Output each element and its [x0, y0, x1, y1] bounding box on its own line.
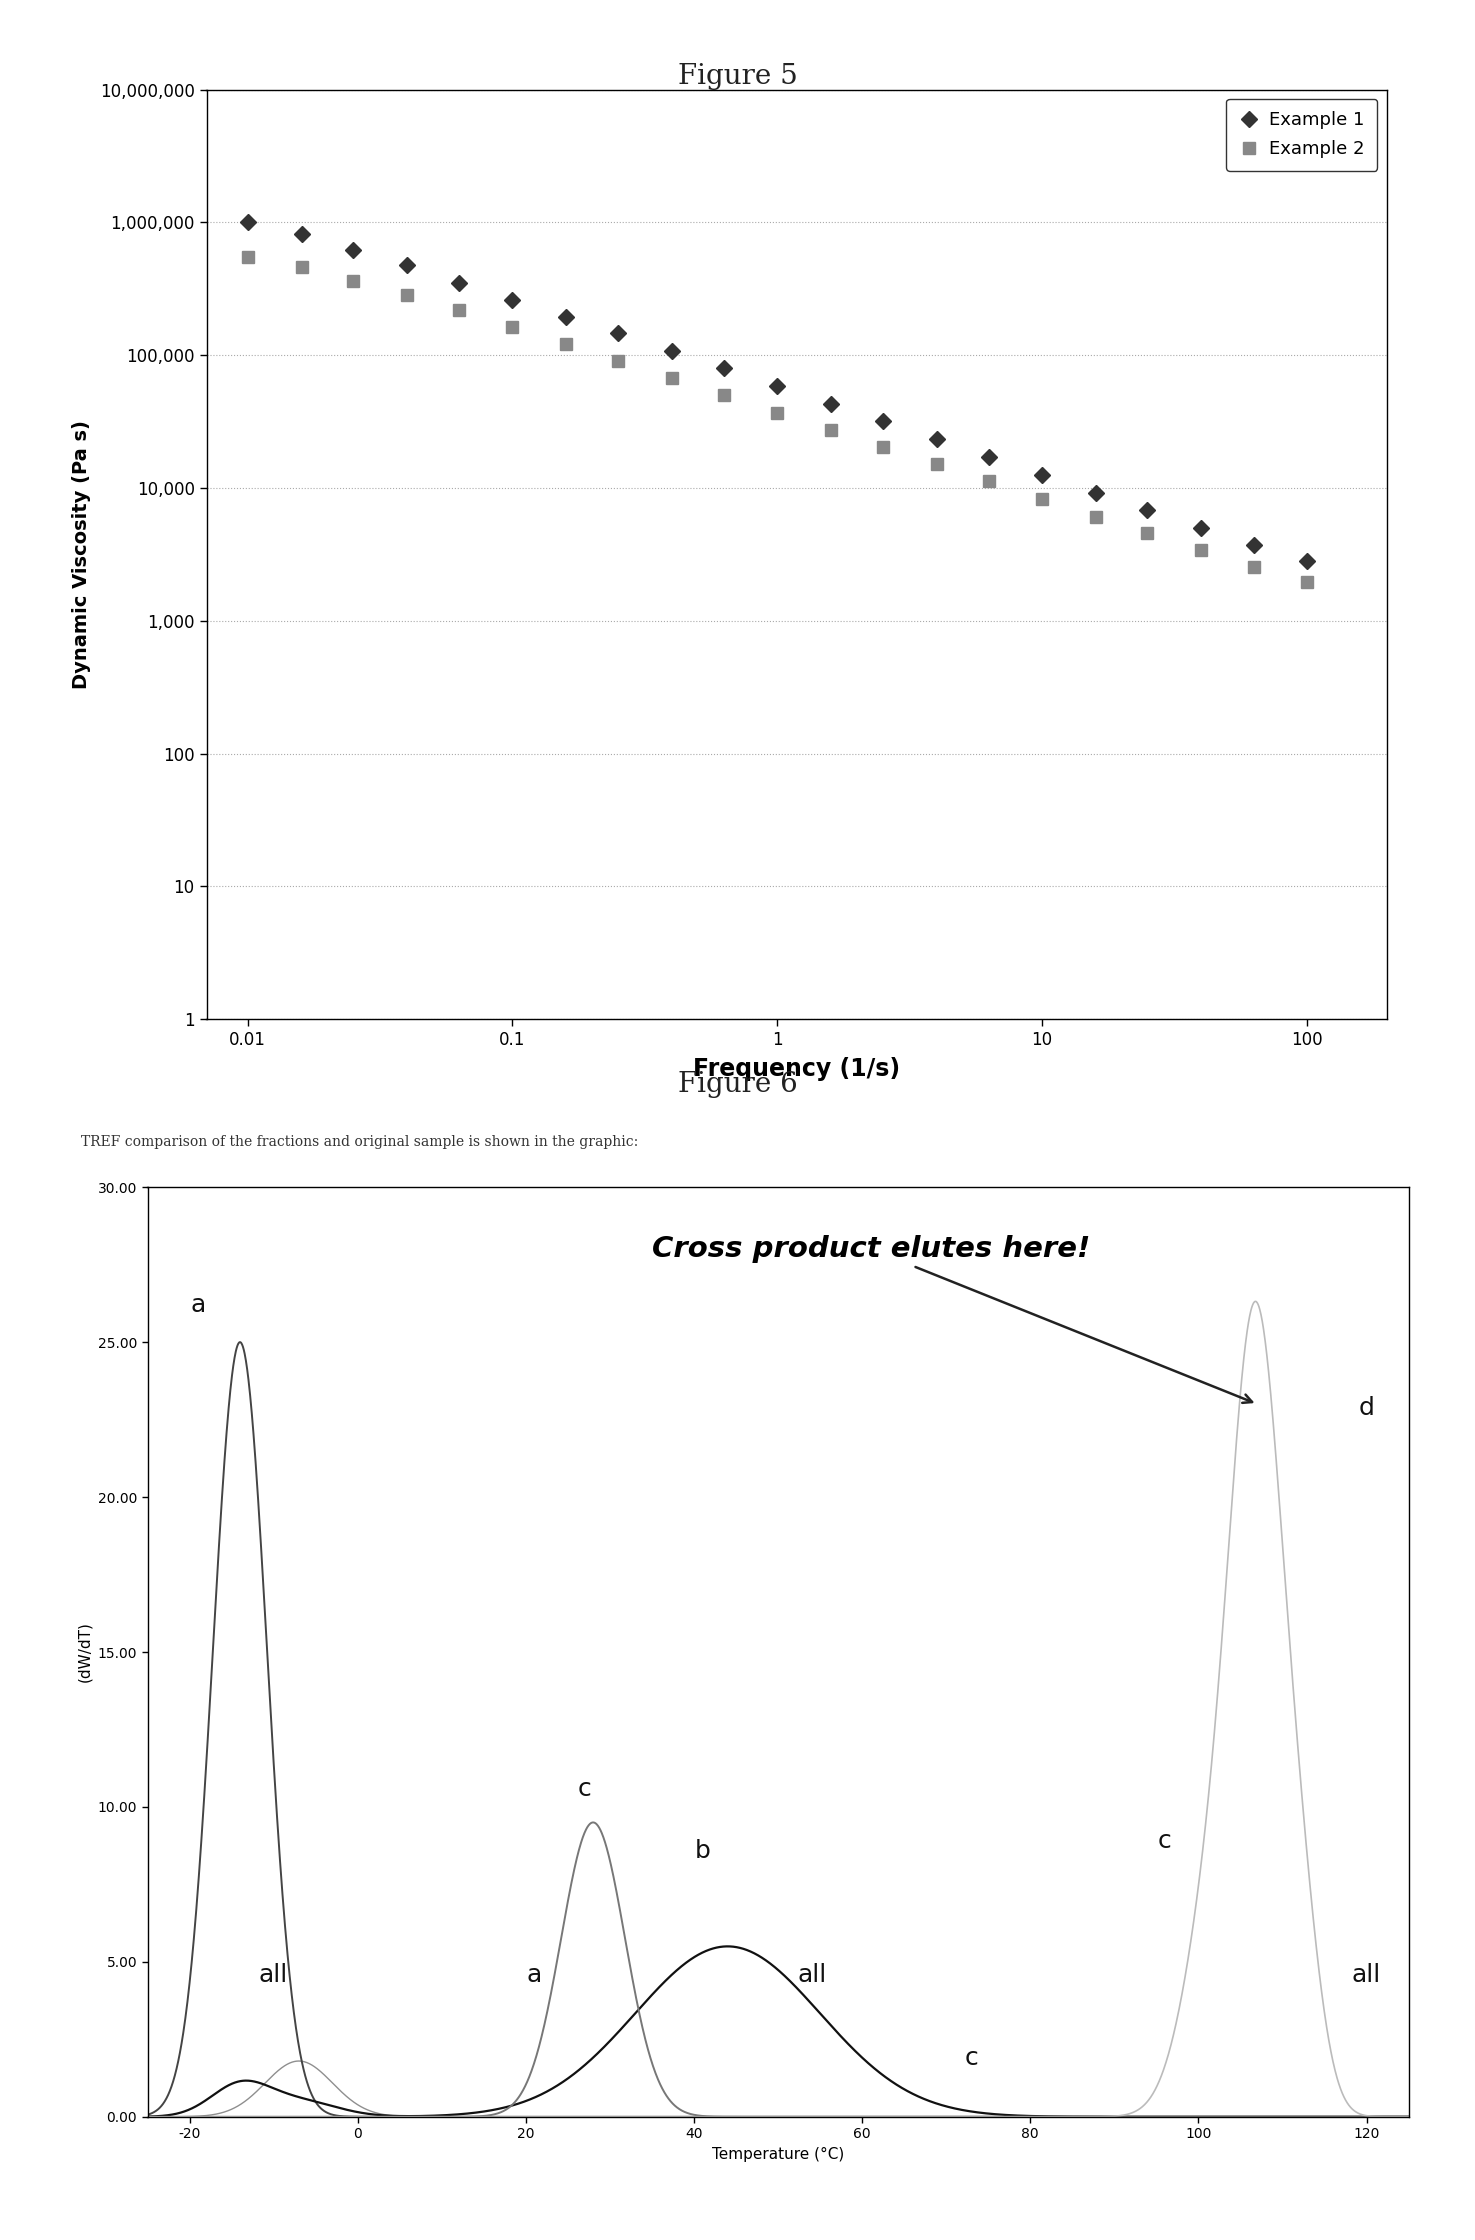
Text: c: c	[578, 1776, 591, 1801]
Text: a: a	[527, 1962, 541, 1987]
Example 2	[979, 468, 997, 495]
Y-axis label: Dynamic Viscosity (Pa s): Dynamic Viscosity (Pa s)	[72, 419, 91, 690]
Example 1	[239, 208, 257, 235]
Legend: Example 1, Example 2: Example 1, Example 2	[1226, 99, 1378, 170]
Example 2	[662, 365, 680, 392]
Example 2	[1087, 504, 1105, 531]
Example 1	[979, 444, 997, 470]
Example 1	[558, 302, 575, 329]
Example 1	[768, 372, 786, 399]
Example 1	[609, 318, 627, 345]
Text: all: all	[1353, 1962, 1381, 1987]
X-axis label: Frequency (1/s): Frequency (1/s)	[693, 1057, 900, 1082]
Example 2	[1193, 538, 1211, 564]
Example 1	[1032, 461, 1050, 488]
Example 2	[715, 381, 733, 408]
Example 1	[503, 287, 521, 314]
Example 1	[715, 354, 733, 381]
Line: Example 2: Example 2	[242, 251, 1313, 589]
Example 1	[398, 251, 416, 278]
Line: Example 1: Example 1	[242, 217, 1313, 567]
Example 2	[503, 314, 521, 340]
Example 2	[823, 417, 841, 444]
Example 2	[1298, 569, 1316, 596]
Example 2	[398, 282, 416, 309]
Example 2	[873, 432, 891, 459]
Text: all: all	[260, 1962, 288, 1987]
Example 2	[344, 269, 361, 296]
Example 2	[609, 347, 627, 374]
Example 1	[873, 408, 891, 435]
Example 1	[823, 390, 841, 417]
Text: Figure 5: Figure 5	[677, 63, 798, 90]
Text: d: d	[1358, 1396, 1375, 1420]
Example 1	[1193, 515, 1211, 542]
Example 2	[1139, 520, 1156, 547]
Example 1	[1087, 479, 1105, 506]
Text: c: c	[965, 2047, 978, 2070]
Text: Cross product elutes here!: Cross product elutes here!	[652, 1234, 1252, 1402]
Example 2	[239, 244, 257, 271]
Example 1	[292, 220, 310, 246]
Example 2	[1032, 486, 1050, 513]
X-axis label: Temperature (°C): Temperature (°C)	[712, 2146, 844, 2162]
Example 1	[1298, 549, 1316, 576]
Example 2	[928, 450, 945, 477]
Example 1	[662, 338, 680, 365]
Example 2	[558, 329, 575, 356]
Example 1	[450, 269, 468, 296]
Text: all: all	[796, 1962, 826, 1987]
Text: TREF comparison of the fractions and original sample is shown in the graphic:: TREF comparison of the fractions and ori…	[81, 1136, 639, 1149]
Y-axis label: (dW/dT): (dW/dT)	[77, 1622, 91, 1682]
Example 2	[292, 253, 310, 280]
Example 1	[344, 237, 361, 264]
Example 2	[1245, 553, 1263, 580]
Text: a: a	[190, 1292, 205, 1317]
Text: b: b	[695, 1839, 711, 1864]
Example 1	[928, 426, 945, 452]
Example 2	[450, 296, 468, 323]
Example 1	[1139, 497, 1156, 524]
Text: c: c	[1158, 1830, 1171, 1852]
Example 2	[768, 399, 786, 426]
Text: Figure 6: Figure 6	[677, 1071, 798, 1098]
Example 1	[1245, 531, 1263, 558]
